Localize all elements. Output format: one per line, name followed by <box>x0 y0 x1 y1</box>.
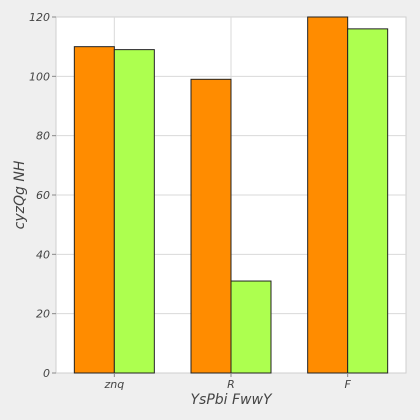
x-tick-label: R <box>227 378 235 391</box>
y-tick-label: 60 <box>36 189 50 202</box>
y-axis-ticks: 0 20 40 60 80 100 120 <box>29 11 56 380</box>
y-tick-label: 40 <box>36 248 50 261</box>
y-tick-label: 0 <box>43 367 50 380</box>
y-tick-label: 80 <box>36 130 50 143</box>
y-tick-label: 100 <box>29 70 50 83</box>
x-tick-label: znq <box>103 378 124 391</box>
y-tick-label: 120 <box>29 11 50 24</box>
bar <box>347 28 389 374</box>
x-tick-label: F <box>345 378 352 391</box>
bar <box>73 46 115 374</box>
y-axis-label: cyzQg NH <box>12 160 28 229</box>
bar <box>113 49 155 374</box>
bar <box>307 16 349 374</box>
x-axis-label: YsPbi FwwY <box>190 392 272 408</box>
bars-layer <box>73 16 389 374</box>
y-tick-label: 20 <box>36 308 50 321</box>
bar <box>190 78 232 374</box>
bar <box>230 280 272 374</box>
x-axis-ticks: znq R F <box>103 373 352 391</box>
